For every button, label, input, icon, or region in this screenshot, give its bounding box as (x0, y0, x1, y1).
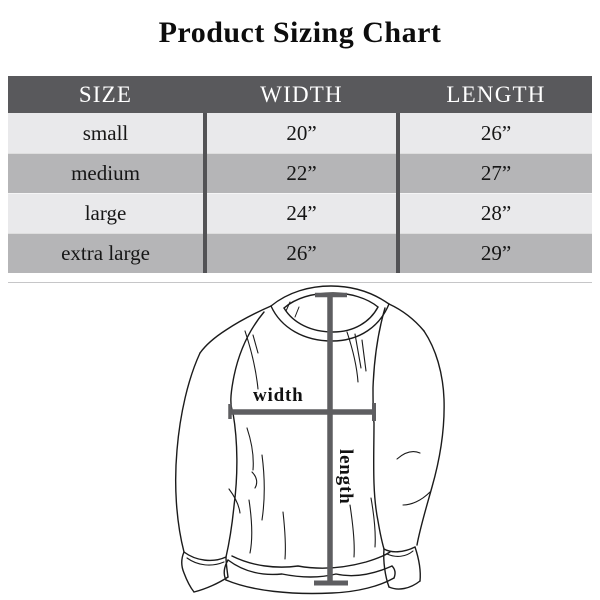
cell-size: medium (71, 161, 140, 185)
table-row: small 20” 26” (8, 113, 592, 153)
sweatshirt-outline (174, 285, 445, 595)
cell-length: 26” (480, 120, 512, 145)
cell-size: extra large (61, 241, 150, 265)
sizing-table: SIZE WIDTH LENGTH small 20” 26” medium 2… (8, 76, 592, 273)
table-row: medium 22” 27” (8, 153, 592, 193)
cell-width: 26” (286, 241, 317, 265)
column-header-length: LENGTH (446, 81, 546, 107)
table-row: large 24” 28” (8, 193, 592, 233)
table-header-row: SIZE WIDTH LENGTH (8, 76, 592, 113)
measurement-lines (228, 292, 376, 586)
cell-length: 29” (480, 241, 512, 265)
cell-width: 22” (286, 161, 317, 185)
cell-length: 28” (480, 201, 512, 225)
length-label: length (335, 449, 356, 505)
cell-length: 27” (480, 161, 512, 185)
cell-width: 20” (286, 120, 317, 145)
column-separator (203, 113, 207, 273)
cell-width: 24” (286, 201, 317, 225)
width-label: width (253, 385, 304, 406)
table-row: extra large 26” 29” (8, 233, 592, 273)
table-bottom-divider (8, 282, 592, 283)
column-header-width: WIDTH (260, 81, 343, 107)
column-header-size: SIZE (78, 81, 133, 107)
cell-size: large (84, 201, 127, 225)
cell-size: small (82, 120, 129, 145)
column-separator (396, 113, 400, 273)
page-title: Product Sizing Chart (158, 16, 442, 49)
